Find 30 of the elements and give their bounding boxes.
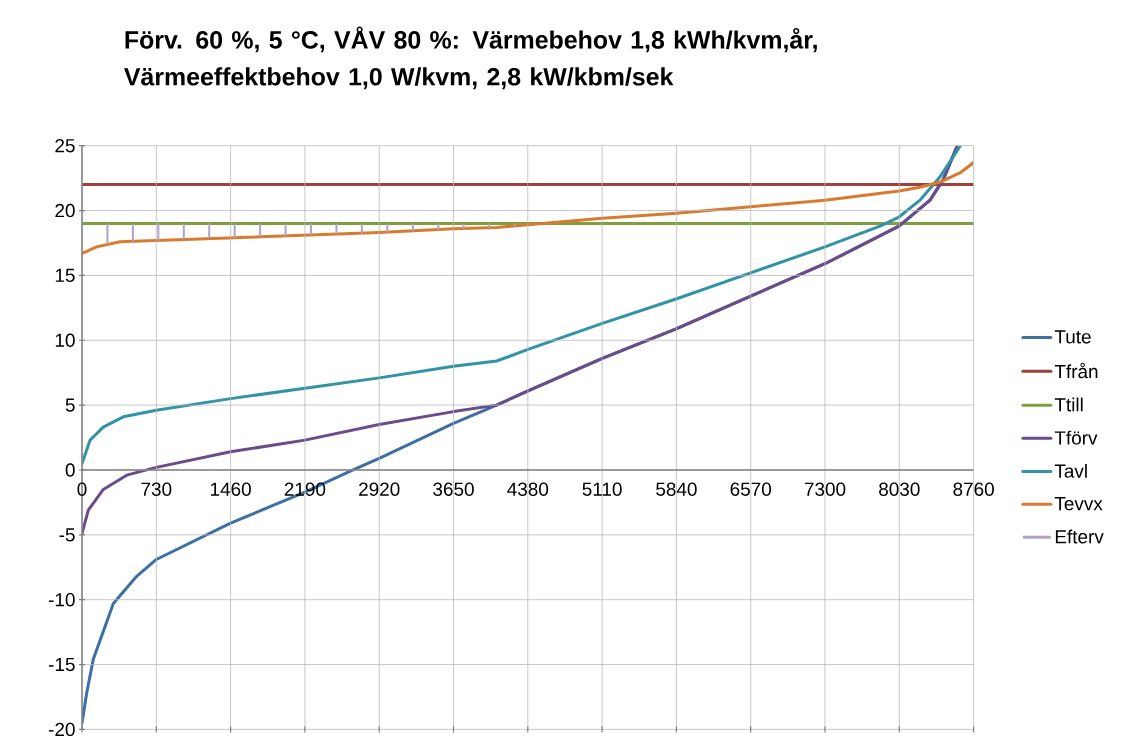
x-tick-label: 4380 [507, 482, 549, 496]
x-tick-label: 3650 [433, 482, 474, 496]
y-tick-label: 25 [55, 138, 75, 153]
x-tick-label: 1460 [210, 482, 251, 496]
legend-label: Tute [1054, 330, 1091, 344]
legend-label: Tfrån [1054, 362, 1098, 379]
x-tick-label: 8760 [953, 482, 994, 496]
x-tick-label: 6570 [730, 482, 772, 496]
y-tick-label: -15 [48, 657, 75, 672]
x-tick-label: 7300 [804, 482, 846, 496]
y-tick-label: 5 [65, 398, 75, 412]
y-tick-label: -20 [48, 722, 75, 737]
legend-label: Tavl [1054, 463, 1087, 478]
x-tick-label: 0 [77, 482, 87, 496]
legend-label: Tevvx [1054, 497, 1103, 511]
y-tick-label: 15 [55, 268, 75, 283]
x-tick-label: 8030 [879, 482, 920, 496]
y-tick-label: 10 [55, 333, 75, 347]
legend-label: Ttill [1054, 397, 1083, 412]
y-tick-label: 0 [65, 463, 75, 477]
x-tick-label: 2920 [359, 482, 400, 496]
legend-label: Efterv [1055, 529, 1104, 544]
y-tick-label: 20 [55, 203, 75, 218]
y-tick-label: -10 [48, 592, 75, 607]
x-tick-label: 5110 [582, 482, 622, 496]
x-tick-label: 730 [141, 482, 172, 496]
legend-label: Tförv [1054, 430, 1098, 445]
x-tick-label: 5840 [656, 482, 697, 496]
y-tick-label: -5 [59, 528, 75, 542]
chart-title: Förv. 60 %, 5 °C, VÅV 80 %: Värmebehov 1,8 kWh/kvm,år, Värmeeffektbehov 1,0 W/kvm, 2,8 kW/kbm/sek [124, 26, 817, 90]
